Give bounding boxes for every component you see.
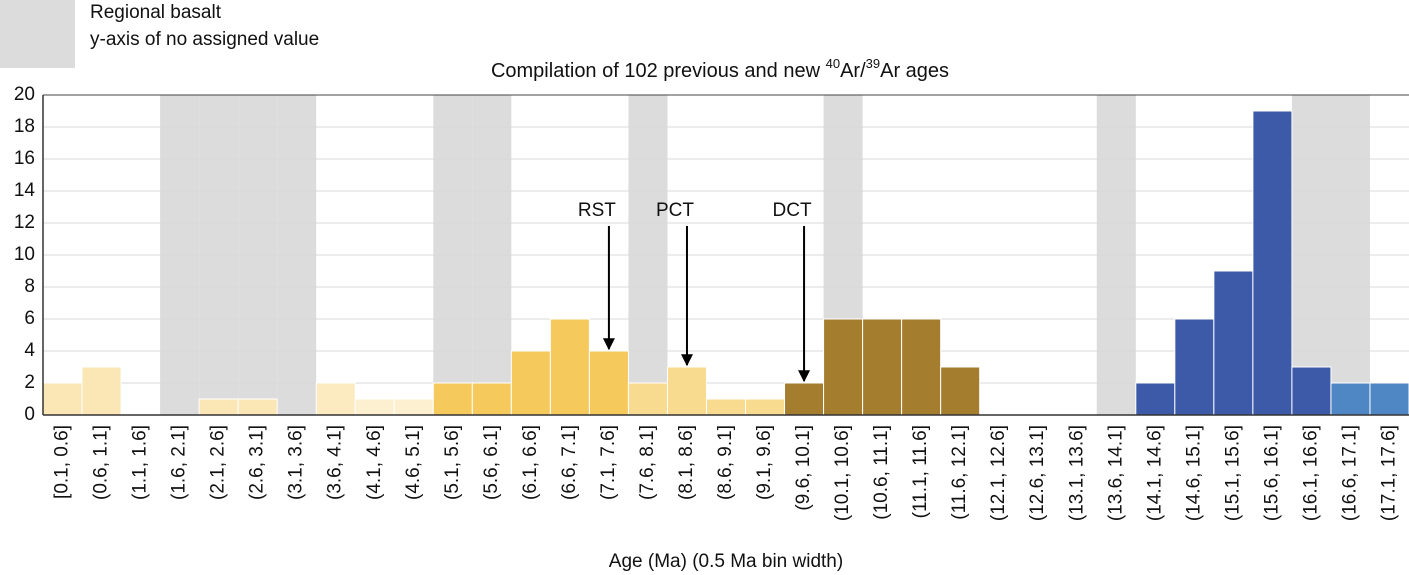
x-tick-label: (7.1, 7.6] [598,425,619,500]
x-tick-label: (6.1, 6.6] [520,425,541,500]
y-tick-label: 12 [14,212,35,233]
x-tick-label: (13.6, 14.1] [1105,425,1126,521]
x-tick-label: (7.6, 8.1] [637,425,658,500]
x-tick-label: (13.1, 13.6] [1066,425,1087,521]
bar [745,398,786,416]
bar [198,398,239,416]
x-tick-label: (3.6, 4.1] [325,425,346,500]
x-tick-label: (11.6, 12.1] [949,425,970,520]
x-axis-label: Age (Ma) (0.5 Ma bin width) [609,551,843,572]
bar [705,398,747,416]
title-part: 40 [826,56,840,71]
bar [862,318,903,416]
annotation: RST [578,200,616,221]
bar [1135,382,1176,416]
x-tick-label: (0.6, 1.1] [91,425,112,500]
y-tick-label: 18 [14,116,35,137]
bar [666,366,707,416]
title-part: Ar ages [880,60,949,82]
bar [1213,270,1254,416]
title-part: Ar/ [840,60,866,82]
bar [354,398,395,416]
legend-swatch [0,0,75,68]
bar [81,366,122,416]
x-tick-label: (16.6, 17.1] [1339,425,1360,521]
y-tick-label: 2 [24,372,35,393]
y-tick-label: 8 [24,276,35,297]
x-tick-label: (4.1, 4.6] [364,425,385,500]
bar [1369,382,1409,416]
x-tick-label: (9.1, 9.6] [754,425,775,500]
y-tick-label: 20 [14,84,35,105]
bar [901,318,942,416]
x-tick-label: (2.1, 2.6] [208,425,229,500]
x-tick-label: (1.6, 2.1] [169,425,190,500]
x-tick-label: (3.1, 3.6] [286,425,307,500]
annotation: PCT [656,200,694,221]
x-tick-label: (10.6, 11.1] [871,425,892,520]
y-tick-label: 0 [24,404,35,425]
x-tick-label: (9.6, 10.1] [793,425,814,511]
bar [627,382,668,416]
bar [549,318,590,416]
x-tick-label: (12.6, 13.1] [1027,425,1048,521]
bar [823,318,864,416]
x-tick-label: (5.6, 6.1] [481,425,502,500]
x-tick-label: (10.1, 10.6] [832,425,853,521]
x-tick-label: (14.1, 14.6] [1144,425,1165,521]
y-tick-label: 16 [14,148,35,169]
x-tick-label: (11.1, 11.6] [910,425,931,518]
x-tick-label: (1.1, 1.6] [130,425,151,500]
x-tick-label: (5.1, 5.6] [442,425,463,500]
x-tick-label: (12.1, 12.6] [988,425,1009,521]
x-tick-label: [0.1, 0.6] [52,425,73,499]
bar [393,398,434,416]
bar [1252,110,1293,416]
x-tick-label: (2.6, 3.1] [247,425,268,500]
bar [471,382,512,416]
y-tick-label: 6 [24,308,35,329]
bar [588,350,629,416]
bar [940,366,981,416]
x-tick-label: (8.6, 9.1] [715,425,736,500]
legend-label: y-axis of no assigned value [90,29,319,50]
x-tick-label: (8.1, 8.6] [676,425,697,500]
annotation: DCT [773,200,812,221]
chart-title: Compilation of 102 previous and new 40Ar… [491,56,949,82]
bar [510,350,551,416]
bar [1174,318,1215,416]
x-tick-label: (6.6, 7.1] [559,425,580,500]
bar [784,382,825,416]
bar [432,382,473,416]
x-tick-label: (14.6, 15.1] [1183,425,1204,521]
bar [1330,382,1371,416]
legend-label: Regional basalt [90,2,222,23]
bar [1291,366,1332,416]
y-tick-label: 4 [24,340,35,361]
x-tick-label: (17.1, 17.6] [1379,425,1400,521]
title-part: Compilation of 102 previous and new [491,60,826,82]
x-tick-label: (15.1, 15.6] [1222,425,1243,521]
x-tick-label: (16.1, 16.6] [1300,425,1321,521]
title-part: 39 [866,56,880,71]
bar [315,382,356,416]
x-tick-label: (4.6, 5.1] [403,425,424,500]
x-tick-label: (15.6, 16.1] [1261,425,1282,521]
y-tick-label: 10 [14,244,35,265]
y-tick-label: 14 [14,180,36,201]
bar [42,382,83,416]
bar [237,398,278,416]
